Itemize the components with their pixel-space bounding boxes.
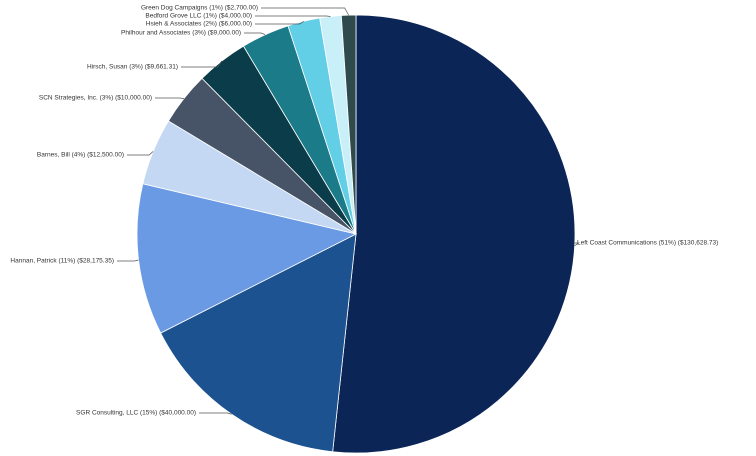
leader-line <box>127 151 154 156</box>
leader-line <box>199 412 232 415</box>
slice-label: Barnes, Bill (4%) ($12,500.00) <box>37 152 124 159</box>
slice-label: Hannan, Patrick (11%) ($28,175.35) <box>10 258 114 265</box>
slice-label: Green Dog Campaigns (1%) ($2,700.00) <box>141 5 258 12</box>
pie-slice <box>340 14 357 235</box>
leader-line <box>255 21 304 25</box>
slice-label: SGR Consulting, LLC (15%) ($40,000.00) <box>76 410 196 417</box>
slice-label: Hsieh & Associates (2%) ($6,000.00) <box>146 21 252 28</box>
leader-line <box>261 7 349 16</box>
leader-line <box>244 32 266 36</box>
leader-line <box>181 60 223 68</box>
leader-line <box>574 242 580 246</box>
slice-label: Hirsch, Susan (3%) ($9,661.31) <box>87 64 178 71</box>
pie-slice <box>136 183 358 334</box>
leader-line <box>117 259 139 262</box>
slice-label: SCN Strategies, Inc. (3%) ($10,000.00) <box>39 95 152 102</box>
slice-label: Left Coast Communications (51%) ($130,62… <box>577 240 718 247</box>
slice-label: Bedford Grove LLC (1%) ($4,000.00) <box>145 13 252 20</box>
slice-label: Philhour and Associates (3%) ($9,000.00) <box>121 30 241 37</box>
pie-slice <box>332 14 576 454</box>
leader-line <box>155 97 184 99</box>
